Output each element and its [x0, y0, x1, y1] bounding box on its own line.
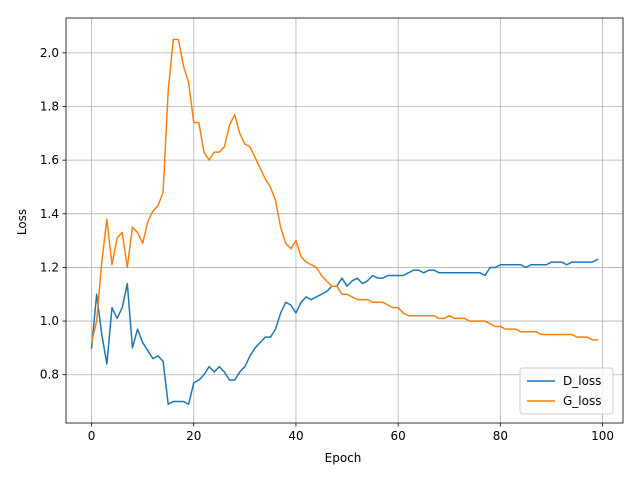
grid	[66, 18, 623, 423]
x-tick-label: 0	[88, 429, 96, 443]
y-tick-label: 1.2	[40, 260, 59, 274]
y-tick-label: 0.8	[40, 368, 59, 382]
y-axis-label: Loss	[15, 209, 29, 235]
legend: D_loss G_loss	[519, 367, 614, 415]
legend-box	[519, 367, 614, 415]
y-tick-label: 1.0	[40, 314, 59, 328]
x-tick-label: 80	[493, 429, 508, 443]
plot-frame	[65, 17, 624, 424]
axis-ticks: 0 20 40 60 80 100 0.8 1.0 1.2 1.4 1.6 1.8 2.0	[40, 46, 614, 443]
y-tick-label: 2.0	[40, 46, 59, 60]
series-lines	[90, 38, 599, 405]
y-tick-label: 1.6	[40, 153, 59, 167]
y-tick-label: 1.4	[40, 207, 59, 221]
x-tick-label: 100	[591, 429, 614, 443]
x-tick-label: 40	[288, 429, 303, 443]
x-axis-label: Epoch	[325, 451, 362, 465]
x-tick-label: 60	[391, 429, 406, 443]
x-tick-label: 20	[186, 429, 201, 443]
legend-label-g-loss: G_loss	[563, 394, 601, 408]
y-tick-label: 1.8	[40, 100, 59, 114]
series-line-d-loss	[90, 258, 599, 405]
series-line-g-loss	[90, 38, 599, 344]
legend-label-d-loss: D_loss	[563, 374, 601, 388]
